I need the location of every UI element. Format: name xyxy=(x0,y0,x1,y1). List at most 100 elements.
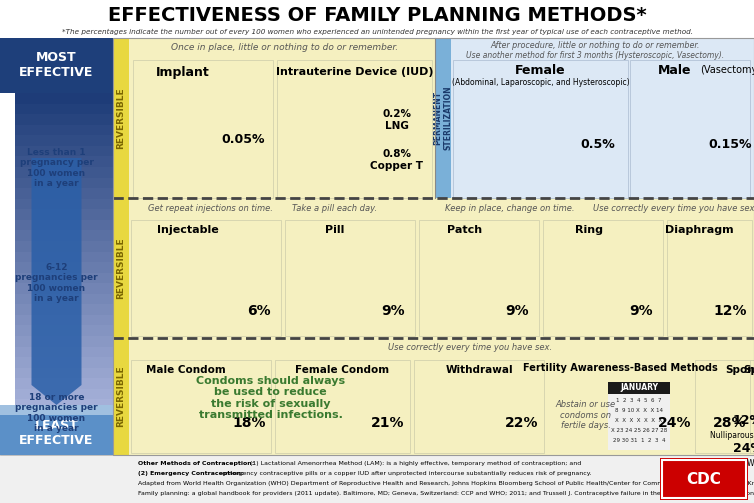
Text: 28%: 28% xyxy=(713,416,746,430)
Bar xyxy=(667,220,752,336)
Bar xyxy=(15,325,113,337)
Bar xyxy=(608,394,670,450)
Bar xyxy=(453,60,628,198)
Text: REVERSIBLE: REVERSIBLE xyxy=(117,87,125,149)
Text: 0.2%
LNG: 0.2% LNG xyxy=(382,109,412,131)
Text: Condoms should always
be used to reduce
the risk of sexually
transmitted infecti: Condoms should always be used to reduce … xyxy=(196,376,345,421)
Bar xyxy=(15,357,113,369)
Text: (Abdominal, Laparoscopic, and Hysteroscopic): (Abdominal, Laparoscopic, and Hysterosco… xyxy=(452,77,630,87)
Bar xyxy=(630,60,750,198)
Bar xyxy=(0,410,113,455)
Bar xyxy=(15,188,113,200)
Text: 29 30 31  1  2  3  4: 29 30 31 1 2 3 4 xyxy=(613,438,665,443)
Text: Fertility Awareness-Based Methods: Fertility Awareness-Based Methods xyxy=(523,363,718,373)
Bar xyxy=(0,38,113,93)
Bar xyxy=(15,156,113,168)
Text: REVERSIBLE: REVERSIBLE xyxy=(117,237,125,299)
Bar xyxy=(15,199,113,210)
Text: 0.8%
Copper T: 0.8% Copper T xyxy=(370,149,424,171)
Text: Female: Female xyxy=(515,63,566,76)
Bar xyxy=(15,262,113,274)
Text: 12%: 12% xyxy=(713,304,746,318)
Text: MOST
EFFECTIVE: MOST EFFECTIVE xyxy=(20,51,93,79)
Text: Pill: Pill xyxy=(325,225,344,235)
Text: Keep in place, change on time.: Keep in place, change on time. xyxy=(446,204,575,212)
Text: 18 or more
pregnancies per
100 women
in a year: 18 or more pregnancies per 100 women in … xyxy=(15,393,98,433)
Bar xyxy=(15,135,113,147)
Text: LEAST
EFFECTIVE: LEAST EFFECTIVE xyxy=(20,419,93,447)
Text: X  X  X  X  X  X  X: X X X X X X X xyxy=(615,417,663,423)
Bar xyxy=(15,389,113,400)
Text: Male: Male xyxy=(658,63,691,76)
Bar xyxy=(15,304,113,316)
Bar xyxy=(113,338,129,455)
Text: 9%: 9% xyxy=(382,304,405,318)
Text: Use another method for first 3 months (Hysteroscopic, Vasectomy).: Use another method for first 3 months (H… xyxy=(466,50,724,59)
Bar xyxy=(277,60,432,198)
Bar xyxy=(113,38,754,455)
Text: *The percentages indicate the number out of every 100 women who experienced an u: *The percentages indicate the number out… xyxy=(62,29,692,35)
Bar xyxy=(15,399,113,411)
Bar xyxy=(15,125,113,136)
Text: Ring: Ring xyxy=(575,225,602,235)
Bar xyxy=(543,220,663,336)
Text: JANUARY: JANUARY xyxy=(620,383,658,392)
Bar xyxy=(131,220,281,336)
Bar xyxy=(750,360,754,453)
Bar xyxy=(15,167,113,179)
Text: emergency contraceptive pills or a copper IUD after unprotected intercourse subs: emergency contraceptive pills or a coppe… xyxy=(220,471,592,476)
Text: 0.15%: 0.15% xyxy=(708,137,752,150)
Bar xyxy=(660,458,748,500)
Text: 24%: 24% xyxy=(658,416,691,430)
Text: CDC: CDC xyxy=(687,471,722,486)
Polygon shape xyxy=(32,158,81,405)
Text: Injectable: Injectable xyxy=(157,225,219,235)
Bar xyxy=(15,146,113,157)
Text: Use correctly every time you have sex.: Use correctly every time you have sex. xyxy=(593,204,754,212)
Bar xyxy=(15,273,113,284)
Bar xyxy=(435,38,754,198)
Bar xyxy=(15,104,113,115)
Text: Withdrawal: Withdrawal xyxy=(445,365,513,375)
Text: Male Condom: Male Condom xyxy=(146,365,226,375)
Text: Less than 1
pregnancy per
100 women
in a year: Less than 1 pregnancy per 100 women in a… xyxy=(20,148,93,188)
Text: X 23 24 25 26 27 28: X 23 24 25 26 27 28 xyxy=(611,428,667,433)
Bar xyxy=(15,252,113,263)
Text: (1) Lactational Amenorrhea Method (LAM): is a highly effective, temporary method: (1) Lactational Amenorrhea Method (LAM):… xyxy=(248,461,581,466)
Bar xyxy=(129,38,435,198)
Bar xyxy=(15,294,113,305)
Bar xyxy=(662,460,746,498)
Bar xyxy=(131,360,271,453)
Text: 24%: 24% xyxy=(732,443,754,456)
Text: 9%: 9% xyxy=(629,304,653,318)
Text: Patch: Patch xyxy=(447,225,482,235)
Bar xyxy=(113,38,129,198)
Text: (2) Emergency Contraception:: (2) Emergency Contraception: xyxy=(138,471,244,476)
Text: Family planning: a global handbook for providers (2011 update). Baltimore, MD; G: Family planning: a global handbook for p… xyxy=(138,491,754,496)
Bar xyxy=(15,93,113,105)
Bar xyxy=(695,360,754,453)
Bar xyxy=(15,241,113,253)
Text: Diaphragm: Diaphragm xyxy=(665,225,734,235)
Text: 12%: 12% xyxy=(732,413,754,427)
Text: Parous Women: Parous Women xyxy=(719,459,754,467)
Bar xyxy=(15,209,113,221)
Text: Female Condom: Female Condom xyxy=(296,365,390,375)
Bar xyxy=(419,220,539,336)
Text: 21%: 21% xyxy=(371,416,405,430)
Bar xyxy=(15,378,113,390)
Text: After procedure, little or nothing to do or remember.: After procedure, little or nothing to do… xyxy=(490,41,700,49)
Bar xyxy=(129,198,754,338)
Text: Take a pill each day.: Take a pill each day. xyxy=(293,204,378,212)
Text: 8  9 10 X  X  X 14: 8 9 10 X X X 14 xyxy=(615,407,663,412)
Bar xyxy=(15,220,113,231)
Bar xyxy=(0,455,754,503)
Bar xyxy=(129,338,754,455)
Bar xyxy=(15,178,113,189)
Bar xyxy=(15,315,113,326)
Bar xyxy=(0,405,113,415)
Text: Sponge: Sponge xyxy=(725,365,754,375)
Text: PERMANENT
STERILIZATION: PERMANENT STERILIZATION xyxy=(434,86,452,150)
Text: Other Methods of Contraception:: Other Methods of Contraception: xyxy=(138,461,254,466)
Bar xyxy=(15,283,113,295)
